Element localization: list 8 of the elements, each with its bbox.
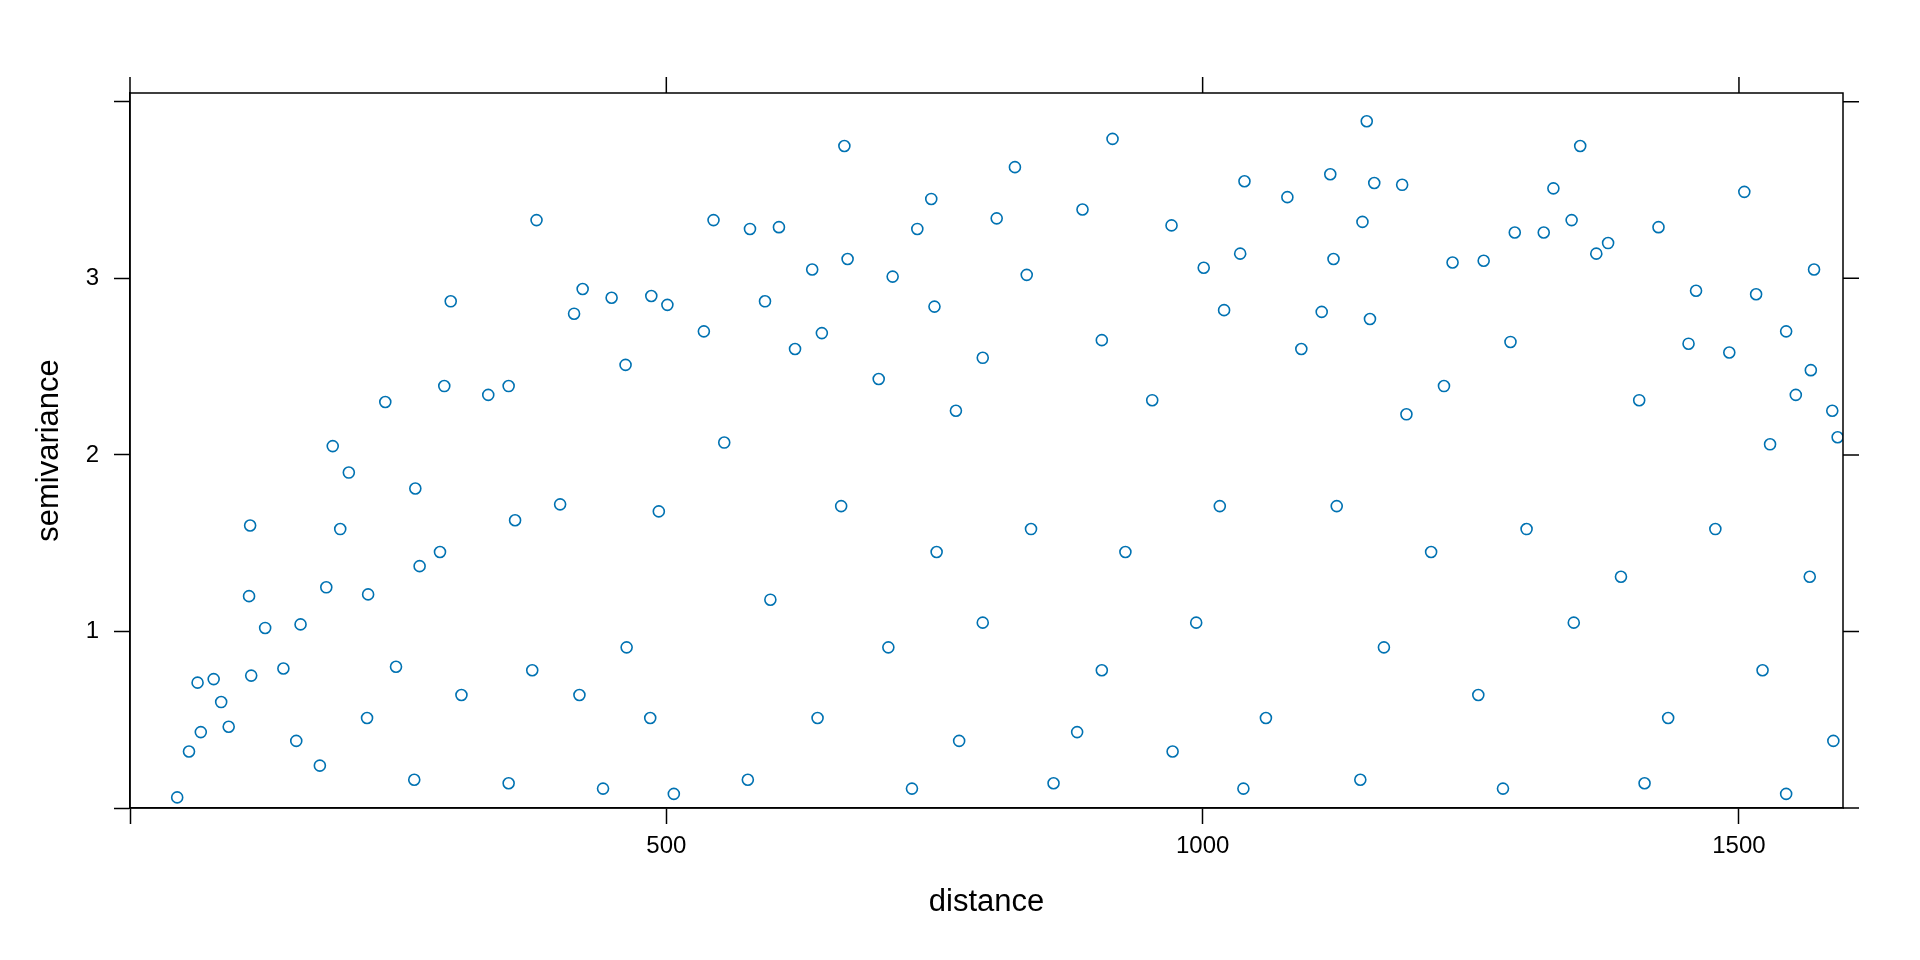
- x-tick-label: 1000: [1175, 831, 1230, 859]
- y-axis-title: semivariance: [30, 359, 66, 542]
- y-tick-label: 2: [85, 439, 99, 467]
- x-tick-label: 500: [646, 831, 687, 859]
- x-axis-title: distance: [928, 882, 1045, 918]
- y-tick-label: 3: [85, 263, 99, 290]
- y-tick-label: 1: [85, 616, 99, 644]
- x-tick-label: 1500: [1712, 831, 1766, 859]
